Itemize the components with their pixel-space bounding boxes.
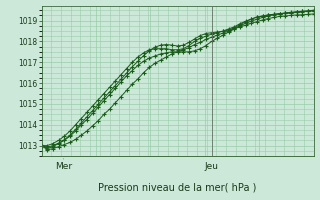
Text: Pression niveau de la mer( hPa ): Pression niveau de la mer( hPa ) <box>99 183 257 193</box>
Text: Jeu: Jeu <box>204 162 219 171</box>
Text: Mer: Mer <box>55 162 72 171</box>
